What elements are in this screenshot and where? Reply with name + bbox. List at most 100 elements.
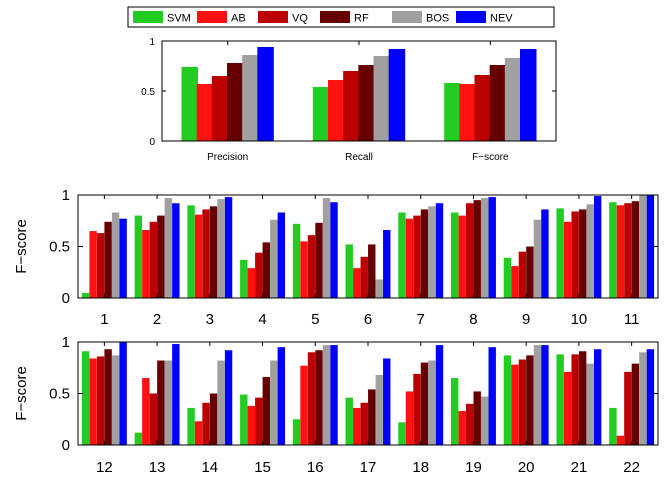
bar-rf-4 — [262, 242, 270, 298]
y-axis-label: F−score — [13, 366, 30, 421]
bar-nev-7 — [435, 203, 444, 298]
bar-bos-3 — [217, 199, 225, 298]
bar-bos-19 — [481, 396, 489, 445]
legend-label-svm: SVM — [167, 13, 191, 25]
bar-svm-f-score — [444, 83, 461, 141]
bar-ab-15 — [247, 405, 255, 445]
legend-label-vq: VQ — [292, 13, 308, 25]
x-tick-label-22: 22 — [623, 459, 640, 476]
summary-chart: 0 0.5 1 Precision Recall F−score — [141, 37, 557, 163]
bar-ab-20 — [511, 364, 519, 445]
bar-rf-7 — [420, 209, 429, 298]
bar-nev-13 — [172, 344, 180, 445]
bar-nev-15 — [277, 347, 285, 445]
bar-ab-17 — [353, 407, 361, 445]
y-tick-label: 0.5 — [49, 386, 70, 403]
bar-nev-5 — [330, 202, 338, 298]
bar-vq-6 — [360, 256, 368, 298]
bar-bos-16 — [322, 345, 331, 445]
bar-rf-21 — [578, 351, 587, 445]
bar-ab-12 — [89, 358, 97, 445]
bar-nev-2 — [172, 203, 180, 298]
bar-bos-21 — [586, 363, 594, 445]
bar-vq-17 — [360, 402, 368, 445]
bar-rf-1 — [104, 221, 112, 298]
bar-vq-11 — [624, 203, 632, 298]
bar-bos-12 — [111, 355, 120, 445]
bar-vq-5 — [307, 235, 316, 298]
bar-vq-1 — [96, 233, 105, 298]
bar-nev-f-score — [520, 49, 537, 141]
bar-svm-15 — [240, 394, 248, 445]
y-tick-label: 0 — [62, 437, 70, 454]
bar-svm-22 — [609, 407, 617, 445]
y-tick-label: 1 — [149, 37, 155, 48]
bar-nev-1 — [119, 218, 127, 298]
x-tick-label-13: 13 — [149, 459, 166, 476]
bar-bos-2 — [164, 198, 173, 298]
x-tick-label-7: 7 — [417, 311, 425, 328]
y-tick-label: 0.5 — [49, 239, 70, 256]
bar-svm-4 — [240, 259, 248, 298]
bar-rf-11 — [631, 201, 640, 298]
legend-swatch-ab — [197, 11, 227, 23]
bar-bos-recall — [373, 56, 390, 141]
bar-svm-16 — [292, 419, 301, 445]
bar-rf-12 — [104, 349, 112, 445]
x-tick-label-f-score: F−score — [472, 152, 509, 163]
bar-rf-13 — [157, 360, 165, 445]
legend: SVM AB VQ RF BOS NEV — [127, 6, 555, 28]
bar-vq-20 — [518, 359, 527, 445]
bar-svm-10 — [556, 208, 564, 298]
bar-ab-5 — [300, 241, 308, 298]
bar-rf-17 — [368, 389, 376, 445]
x-tick-label-11: 11 — [624, 311, 640, 328]
bar-svm-11 — [609, 202, 617, 298]
bar-bos-8 — [481, 198, 489, 298]
x-tick-label-14: 14 — [201, 459, 218, 476]
bar-ab-14 — [194, 421, 203, 445]
bar-bos-14 — [217, 360, 225, 445]
x-tick-label-4: 4 — [258, 311, 266, 328]
bar-bos-10 — [586, 204, 594, 298]
y-tick-label: 0.5 — [141, 87, 155, 98]
x-tick-label-19: 19 — [465, 459, 482, 476]
y-tick-label: 0 — [62, 290, 70, 307]
bar-ab-7 — [405, 218, 414, 298]
bar-ab-19 — [458, 411, 466, 445]
bar-rf-15 — [262, 377, 270, 445]
bar-vq-19 — [466, 403, 474, 445]
y-tick-label: 0 — [149, 137, 155, 148]
legend-label-ab: AB — [231, 13, 246, 25]
bar-vq-8 — [466, 203, 474, 298]
x-tick-label-17: 17 — [360, 459, 377, 476]
x-tick-label-10: 10 — [571, 311, 588, 328]
bar-ab-2 — [142, 230, 150, 298]
bar-svm-20 — [503, 355, 512, 445]
bar-svm-7 — [398, 212, 406, 298]
bar-bos-1 — [111, 212, 120, 298]
per-class-chart-12-22: 0 0.5 1 12 13 14 15 16 17 18 19 20 21 22 F−score — [13, 334, 659, 476]
x-tick-label-20: 20 — [518, 459, 535, 476]
bar-svm-21 — [556, 354, 564, 445]
bar-vq-12 — [96, 356, 105, 445]
bar-ab-1 — [89, 231, 97, 298]
bar-nev-16 — [330, 345, 338, 445]
bar-vq-16 — [307, 352, 316, 445]
bar-bos-15 — [270, 360, 278, 445]
legend-swatch-vq — [258, 11, 288, 23]
legend-swatch-bos — [392, 11, 422, 23]
bar-ab-4 — [247, 268, 255, 298]
bar-nev-22 — [646, 349, 655, 445]
x-tick-label-15: 15 — [254, 459, 271, 476]
bar-vq-precision — [211, 76, 229, 141]
bar-rf-16 — [315, 350, 323, 445]
x-tick-label-3: 3 — [206, 311, 214, 328]
bar-bos-7 — [428, 206, 436, 298]
bar-rf-20 — [526, 355, 534, 445]
legend-swatch-svm — [133, 11, 163, 23]
bar-vq-7 — [413, 215, 421, 298]
bar-rf-f-score — [489, 65, 507, 141]
bar-nev-21 — [593, 349, 602, 445]
bar-rf-18 — [420, 362, 429, 445]
